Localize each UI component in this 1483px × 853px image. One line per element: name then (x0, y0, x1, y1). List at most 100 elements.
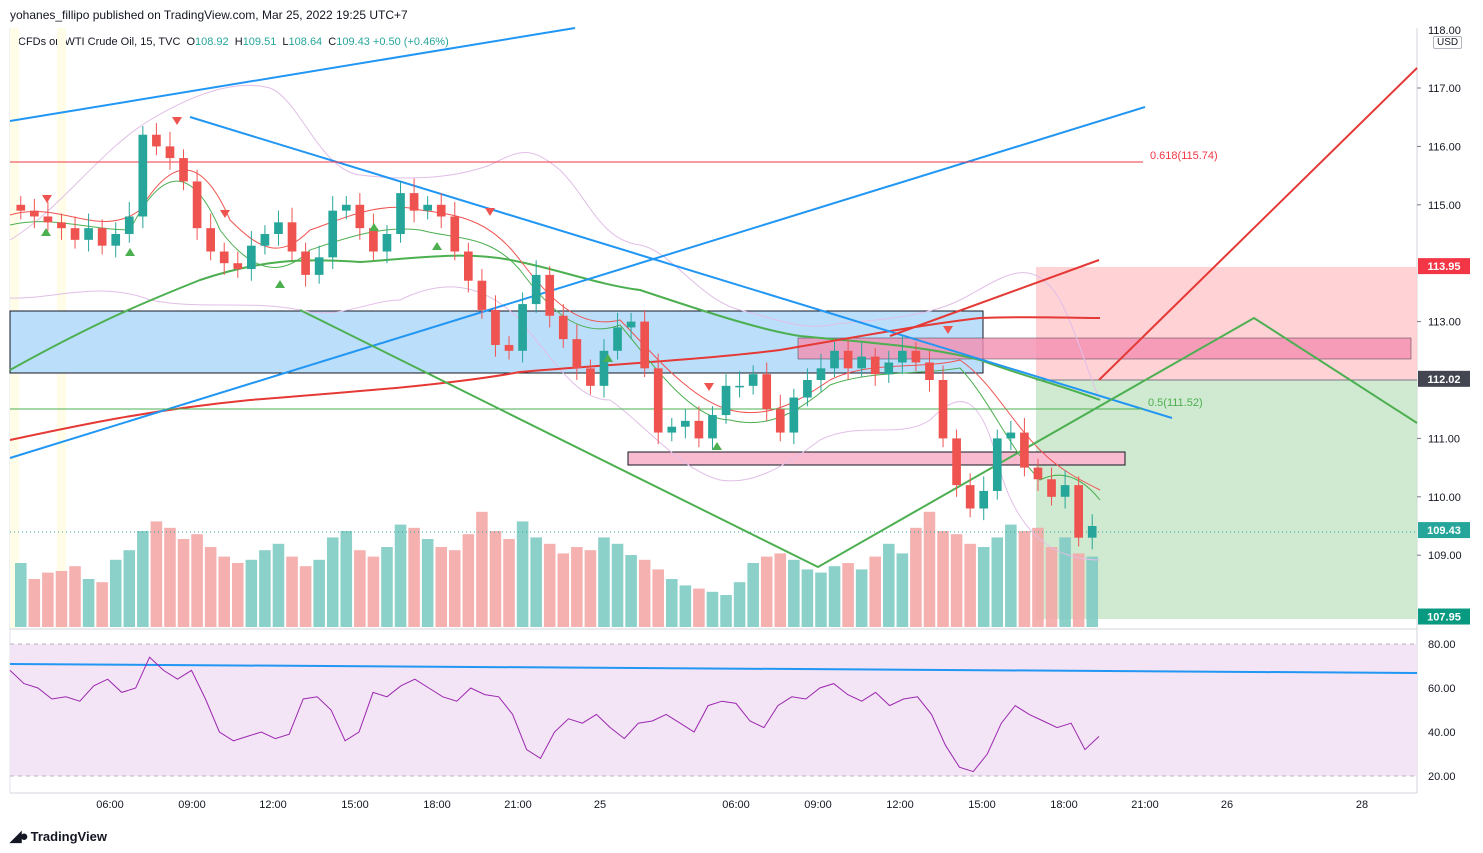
price-badge-label: 109.43 (1427, 525, 1461, 537)
fib-0618-label: 0.618(115.74) (1150, 150, 1218, 162)
candle-body (464, 251, 473, 281)
pink-zone-lower[interactable] (627, 451, 1126, 466)
volume-bar (855, 569, 868, 627)
candle-body (287, 222, 297, 252)
signal-markers (41, 117, 953, 450)
candle-body (43, 216, 53, 223)
candle-body (30, 210, 39, 217)
price-axis[interactable]: 118.00 117.00 116.00 115.00 113.00 111.00 110.… (1417, 25, 1462, 562)
candle-body (1060, 485, 1070, 497)
candle-body (640, 321, 649, 369)
volume-bar (1045, 547, 1058, 627)
close-label: C (328, 36, 337, 48)
volume-bar (313, 559, 325, 627)
stop-loss-zone[interactable] (1036, 267, 1417, 380)
ma-red (9, 316, 1101, 441)
volume-bar (394, 524, 407, 627)
candle-body (70, 228, 80, 240)
volume-bar (977, 547, 990, 627)
candle-body (518, 304, 527, 351)
sell-signal-icon (172, 117, 182, 125)
volume-bar (598, 537, 610, 627)
time-tick-label: 21:00 (1131, 799, 1159, 811)
volume-bar (883, 543, 895, 627)
candle-body (341, 204, 351, 211)
volume-bar (760, 556, 773, 627)
volume-bar (96, 582, 108, 627)
time-tick-label: 18:00 (423, 799, 451, 811)
candle-body (179, 158, 188, 182)
price-tick-label: 113.00 (1428, 317, 1461, 329)
candle-body (84, 228, 93, 240)
candle-body (938, 380, 948, 439)
candle-body (870, 356, 880, 375)
rsi-axis[interactable]: 80.00 60.00 40.00 20.00 (1428, 639, 1456, 783)
trendline-rising[interactable] (9, 106, 1146, 459)
volume-bar (910, 527, 922, 627)
tradingview-logo[interactable]: ◢● TradingView (10, 827, 107, 845)
volume-bar (503, 539, 515, 627)
candle-body (409, 193, 419, 211)
price-badge (1418, 370, 1470, 387)
volume-bar (15, 563, 27, 627)
candle-body (681, 420, 690, 427)
candle-body (138, 134, 148, 217)
volume-bar (449, 550, 461, 627)
time-tick-label: 25 (594, 799, 606, 811)
candle-body (504, 344, 514, 351)
red-trendline-ext[interactable] (889, 259, 1100, 337)
volume-bar (923, 511, 936, 627)
open-value: 108.92 (195, 36, 229, 48)
volume-bar (571, 547, 583, 627)
volume-bar (842, 563, 854, 627)
candle-body (206, 228, 215, 252)
currency-label[interactable]: USD (1433, 36, 1463, 49)
candle-body (708, 415, 717, 439)
volume-bar (1032, 527, 1044, 627)
candle-body (572, 339, 582, 369)
candle-body (613, 327, 622, 351)
price-badges: 113.95 112.02 109.43 107.95 (1418, 258, 1470, 625)
volume-bar (652, 569, 664, 627)
candle-body (898, 350, 907, 363)
candle-body (16, 204, 26, 211)
price-tick-label: 115.00 (1428, 200, 1461, 212)
volume-bar (462, 534, 475, 627)
candle-body (626, 321, 636, 328)
trendline-falling[interactable] (189, 116, 1173, 419)
candle-body (219, 251, 229, 264)
candle-body (260, 234, 270, 246)
candle-body (328, 210, 338, 258)
volume-bar (191, 534, 203, 627)
volume-bar (259, 550, 271, 627)
zigzag-pattern[interactable] (299, 309, 1418, 569)
time-axis[interactable]: 06:00 09:00 12:00 15:00 18:00 21:00 25 06:00 09:… (96, 799, 1368, 811)
candle-body (830, 350, 839, 369)
candle-body (979, 490, 989, 509)
rsi-trendline[interactable] (9, 663, 1418, 674)
publisher-line: yohanes_fillipo published on TradingView… (10, 8, 408, 22)
candle-body (124, 216, 134, 234)
volume-bar (1018, 531, 1031, 627)
high-label: H (234, 36, 243, 48)
volume-bar (367, 556, 380, 627)
pink-zone-upper[interactable] (797, 337, 1412, 360)
volume-bar (204, 547, 217, 627)
candle-body (694, 420, 704, 439)
price-badge-label: 112.02 (1427, 374, 1460, 386)
volume-bar (381, 547, 393, 627)
brand-name: TradingView (30, 828, 107, 844)
red-trendline[interactable] (1098, 67, 1418, 381)
time-tick-label: 21:00 (504, 799, 532, 811)
low-label: L (282, 36, 289, 48)
sell-signal-icon (943, 326, 953, 334)
candle-body (274, 222, 283, 234)
sell-signal-icon (485, 208, 495, 216)
price-tick-label: 109.00 (1428, 550, 1462, 562)
price-badge-label: 113.95 (1427, 261, 1460, 273)
candle-body (436, 204, 446, 217)
trendline-top[interactable] (9, 27, 576, 122)
price-tick-label: 118.00 (1428, 25, 1461, 37)
volume-bar (286, 556, 298, 627)
